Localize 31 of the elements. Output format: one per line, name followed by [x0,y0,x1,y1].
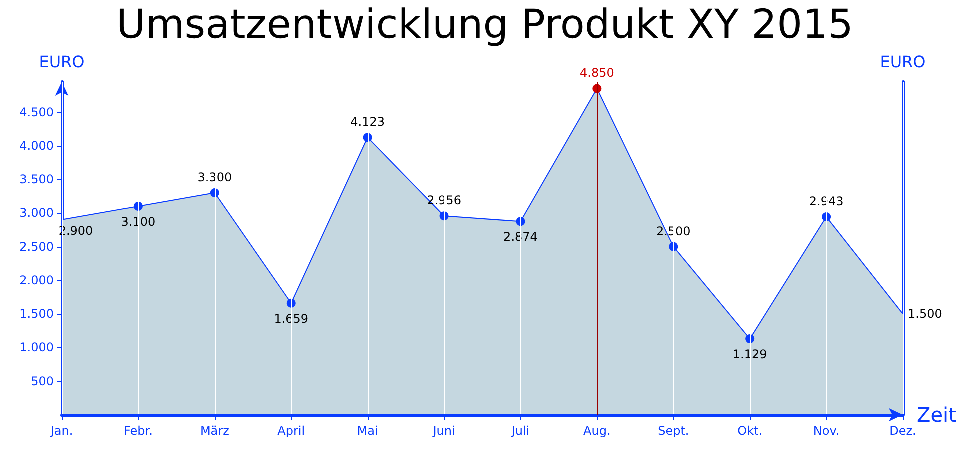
data-label: 3.100 [121,214,156,229]
x-tick-label: Aug. [584,424,611,438]
x-tick-label: Juli [510,424,530,438]
x-tick-label: Dez. [890,424,916,438]
x-tick-label: Nov. [813,424,840,438]
x-tick-label: April [278,424,306,438]
x-tick-label: Juni [432,424,456,438]
y-axis-title: EURO [39,52,85,72]
x-axis-title: Zeit [917,403,957,427]
y-tick-label: 4.500 [20,105,54,120]
data-label: 4.850 [580,66,614,80]
x-tick-label: Sept. [658,424,690,438]
data-label: 4.123 [350,115,385,130]
y-tick-label: 2.000 [20,273,54,288]
x-tick-label: Jan. [50,424,74,438]
y-tick-label: 3.500 [20,172,54,187]
y-tick-label: 2.500 [20,240,54,254]
y-tick-label: 3.000 [20,206,54,220]
y-tick-label: 1.000 [20,340,54,355]
x-tick-label: Febr. [124,424,153,438]
chart-title: Umsatzentwicklung Produkt XY 2015 [116,2,854,48]
x-tick-label: Okt. [738,424,763,438]
data-label: 1.500 [908,307,942,322]
data-label: 1.129 [732,348,768,362]
x-tick-label: März [200,424,230,438]
data-label: 3.300 [198,170,232,184]
y-tick-label: 1.500 [20,307,54,322]
x-tick-label: Mai [357,424,378,438]
y2-axis-title: EURO [880,52,926,72]
y-tick-label: 4.000 [20,138,54,153]
y-tick-label: 500 [31,374,54,388]
